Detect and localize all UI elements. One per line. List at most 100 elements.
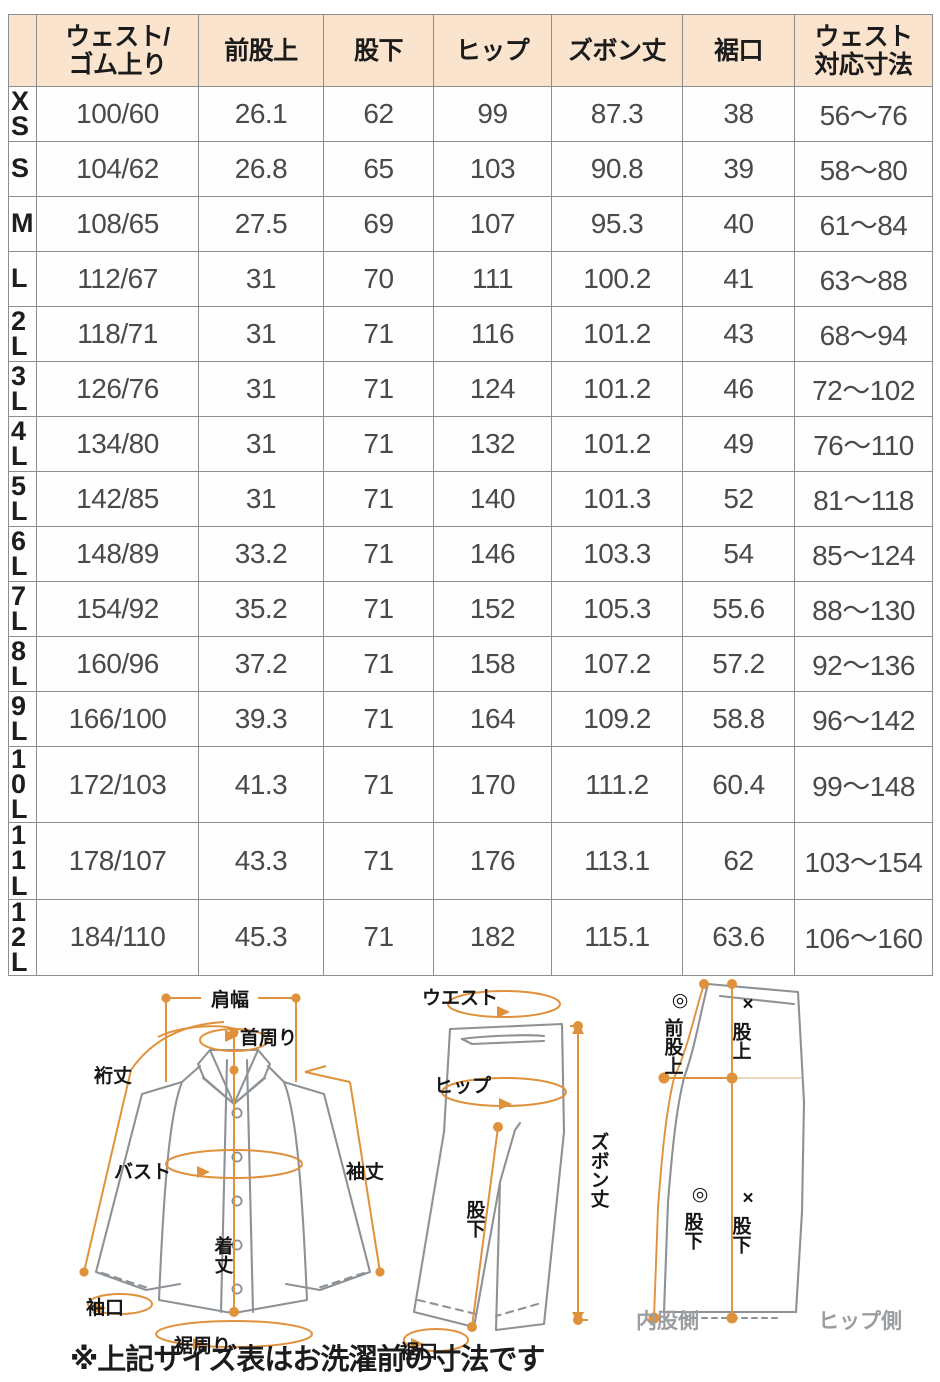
shirt-label-sleeve-reach: 裄丈	[93, 1064, 132, 1087]
cell-front-rise: 26.1	[198, 86, 324, 142]
cell-pants-length: 90.8	[551, 141, 683, 197]
cell-hip: 140	[433, 471, 552, 527]
cell-waist: 112/67	[36, 251, 199, 307]
cell-hem: 49	[682, 416, 795, 472]
cell-hem: 60.4	[682, 745, 795, 824]
cell-size: M	[8, 196, 37, 252]
cell-inseam: 71	[323, 822, 434, 900]
cell-hem: 41	[682, 251, 795, 307]
cell-inseam: 71	[323, 745, 434, 824]
cell-inseam: 71	[323, 691, 434, 747]
cell-hip: 158	[433, 636, 552, 692]
column-header-size	[8, 14, 37, 87]
cell-waist-fit: 96〜142	[794, 691, 933, 747]
shirt-buttons-icon	[231, 1107, 243, 1295]
cell-waist: 100/60	[36, 86, 199, 142]
size-table: ウェスト/ゴム上り 前股上 股下 ヒップ ズボン丈 裾口 ウェスト 対応寸法 XS…	[8, 14, 933, 976]
footnote: ※上記サイズ表はお洗濯前の寸法です	[70, 1343, 545, 1376]
cell-inseam: 65	[323, 141, 434, 197]
cell-pants-length: 105.3	[551, 581, 683, 637]
cell-hem: 57.2	[682, 636, 795, 692]
cell-hem: 63.6	[682, 898, 795, 976]
cell-waist: 118/71	[36, 306, 199, 362]
rise-diagram: ◎ 前股上 × 股上 ◎ 股下 × 股下 内股側 ヒップ側	[636, 978, 936, 1362]
cell-waist-fit: 85〜124	[794, 526, 933, 582]
rise-marker-circle-inseam-icon: ◎	[692, 1184, 709, 1205]
table-body: XS 100/60 26.1 62 99 87.3 38 56〜76 S 104/62 26.8 65…	[8, 86, 933, 976]
cell-inseam: 71	[323, 361, 434, 417]
shirt-measure-dots	[79, 993, 385, 1317]
cell-size: 11L	[8, 822, 37, 900]
cell-hem: 38	[682, 86, 795, 142]
cell-waist: 142/85	[36, 471, 199, 527]
cell-front-rise: 45.3	[198, 898, 324, 976]
table-row: 4L 134/80 31 71 132 101.2 49 76〜110	[8, 416, 933, 472]
column-header-inseam: 股下	[323, 14, 434, 87]
table-row: 7L 154/92 35.2 71 152 105.3 55.6 88〜130	[8, 581, 933, 637]
cell-size: 10L	[8, 745, 37, 824]
cell-hip: 152	[433, 581, 552, 637]
shirt-label-body-length: 着丈	[212, 1235, 234, 1275]
cell-pants-length: 103.3	[551, 526, 683, 582]
table-row: L 112/67 31 70 111 100.2 41 63〜88	[8, 251, 933, 307]
cell-hip: 170	[433, 745, 552, 824]
rise-label-hip-side: ヒップ側	[818, 1310, 902, 1333]
cell-pants-length: 111.2	[551, 745, 683, 824]
cell-hip: 99	[433, 86, 552, 142]
rise-label-inner-thigh-side: 内股側	[636, 1309, 699, 1333]
cell-front-rise: 31	[198, 471, 324, 527]
cell-hip: 111	[433, 251, 552, 307]
cell-front-rise: 31	[198, 361, 324, 417]
column-header-waist: ウェスト/ゴム上り	[36, 14, 199, 87]
table-row: 10L 172/103 41.3 71 170 111.2 60.4 99〜148	[8, 745, 933, 824]
cell-pants-length: 87.3	[551, 86, 683, 142]
pants-measure-dots	[467, 1020, 583, 1332]
cell-hem: 58.8	[682, 691, 795, 747]
cell-inseam: 71	[323, 306, 434, 362]
rise-label-inseam-circle: 股下	[682, 1212, 704, 1251]
cell-pants-length: 101.3	[551, 471, 683, 527]
table-row: S 104/62 26.8 65 103 90.8 39 58〜80	[8, 141, 933, 197]
cell-front-rise: 31	[198, 416, 324, 472]
table-row: 6L 148/89 33.2 71 146 103.3 54 85〜124	[8, 526, 933, 582]
cell-waist: 160/96	[36, 636, 199, 692]
rise-label-inseam-cross: 股下	[730, 1216, 752, 1255]
column-header-hem: 裾口	[682, 14, 795, 87]
rise-marker-cross-inseam-icon: ×	[742, 1188, 753, 1209]
cell-front-rise: 31	[198, 306, 324, 362]
pants-label-inseam: 股下	[464, 1200, 486, 1239]
shirt-outline-icon	[94, 1048, 372, 1315]
cell-waist: 178/107	[36, 822, 199, 900]
column-header-hip: ヒップ	[433, 14, 552, 87]
cell-size: XS	[8, 86, 37, 142]
cell-hip: 103	[433, 141, 552, 197]
cell-size: 8L	[8, 636, 37, 692]
cell-front-rise: 39.3	[198, 691, 324, 747]
size-table-container: ウェスト/ゴム上り 前股上 股下 ヒップ ズボン丈 裾口 ウェスト 対応寸法 XS…	[8, 14, 933, 976]
shirt-label-neck: 首周り	[240, 1026, 297, 1049]
cell-inseam: 71	[323, 416, 434, 472]
rise-measure-lines	[653, 983, 733, 1319]
pants-label-hem: 裾口	[400, 1340, 438, 1363]
rise-label-front-rise: 前股上	[662, 1017, 684, 1075]
cell-pants-length: 101.2	[551, 361, 683, 417]
table-row: 5L 142/85 31 71 140 101.3 52 81〜118	[8, 471, 933, 527]
table-row: 9L 166/100 39.3 71 164 109.2 58.8 96〜142	[8, 691, 933, 747]
cell-waist-fit: 58〜80	[794, 141, 933, 197]
cell-front-rise: 26.8	[198, 141, 324, 197]
pants-label-waist: ウエスト	[422, 987, 498, 1009]
cell-waist: 154/92	[36, 581, 199, 637]
cell-hem: 43	[682, 306, 795, 362]
cell-waist: 104/62	[36, 141, 199, 197]
table-row: 12L 184/110 45.3 71 182 115.1 63.6 106〜160	[8, 898, 933, 976]
cell-waist-fit: 76〜110	[794, 416, 933, 472]
cell-hip: 146	[433, 526, 552, 582]
cell-waist-fit: 106〜160	[794, 898, 933, 976]
cell-waist-fit: 103〜154	[794, 822, 933, 900]
cell-inseam: 71	[323, 898, 434, 976]
cell-inseam: 71	[323, 636, 434, 692]
cell-waist: 134/80	[36, 416, 199, 472]
cell-hip: 107	[433, 196, 552, 252]
cell-hip: 176	[433, 822, 552, 900]
cell-waist: 184/110	[36, 898, 199, 976]
